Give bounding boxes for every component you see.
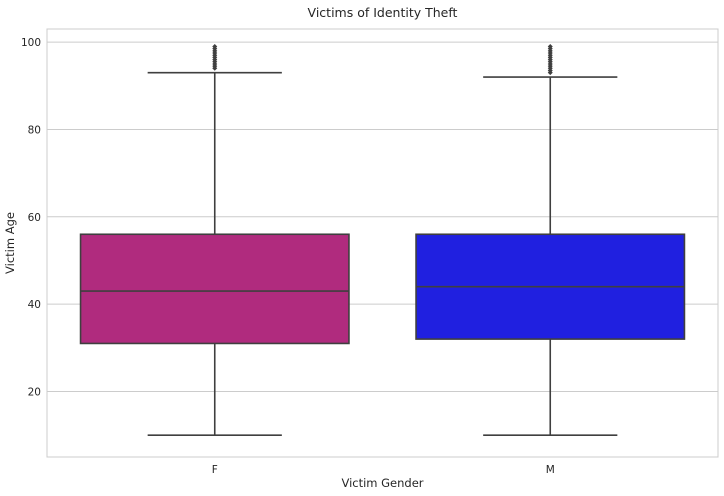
- y-tick-20: 20: [28, 386, 41, 398]
- box-body: [79, 233, 350, 345]
- box-M: [415, 43, 686, 436]
- y-tick-100: 100: [21, 37, 41, 49]
- y-axis-label: Victim Age: [3, 212, 17, 274]
- y-tick-40: 40: [28, 299, 41, 311]
- x-tick-F: F: [212, 464, 218, 476]
- outlier-point: [212, 43, 218, 49]
- y-tick-80: 80: [28, 124, 41, 136]
- x-tick-M: M: [546, 464, 555, 476]
- y-tick-labels: 20 40 60 80 100: [21, 37, 41, 398]
- x-axis-label: Victim Gender: [341, 476, 423, 490]
- chart-title: Victims of Identity Theft: [308, 5, 458, 20]
- boxes: [79, 43, 686, 436]
- y-tick-60: 60: [28, 212, 41, 224]
- box-F: [79, 43, 350, 436]
- outlier-point: [547, 43, 553, 49]
